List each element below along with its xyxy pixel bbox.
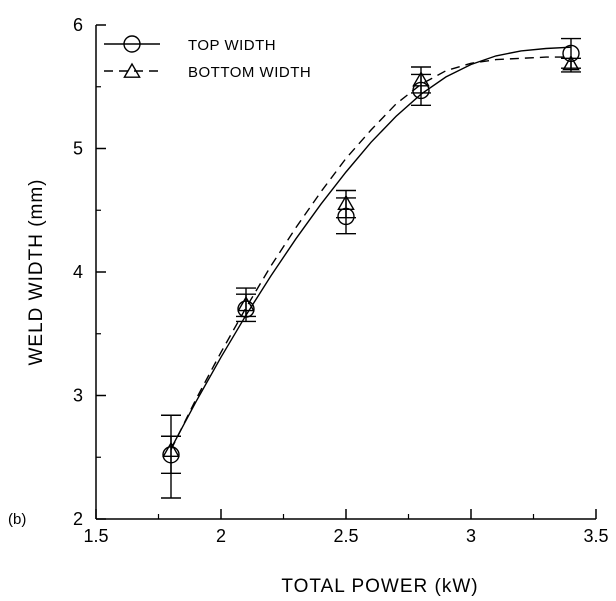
legend-top-width-marker [123,35,141,53]
axes [95,24,597,520]
x-tick-label: 3.5 [583,526,608,546]
y-tick-label: 3 [73,386,83,406]
y-axis-title: WELD WIDTH (mm) [26,178,47,365]
fit-curves [170,46,572,451]
x-tick-label: 2 [216,526,226,546]
panel-label: (b) [8,511,26,528]
bottom-width-point [562,55,580,71]
top-width-point [562,44,580,63]
data-markers [162,44,580,464]
top-width-point [337,207,355,226]
top-width-point [412,81,430,100]
y-tick-label: 6 [73,15,83,35]
bottom-width-point [162,441,180,457]
top-width-point [162,446,180,464]
legend-bottom-width-label: BOTTOM WIDTH [188,64,311,81]
x-tick-label: 3 [466,526,476,546]
bottom-width-point [337,194,355,210]
top-width-point [237,300,255,318]
y-tick-label: 2 [73,509,83,529]
bottom-width-fit-curve [170,56,571,451]
legend: TOP WIDTH BOTTOM WIDTH [104,35,311,81]
x-tick-label: 2.5 [333,526,358,546]
legend-bottom-width-marker [123,62,141,78]
legend-top-width-label: TOP WIDTH [188,37,276,54]
y-tick-label: 5 [73,139,83,159]
error-bars [161,37,581,499]
x-axis-title: TOTAL POWER (kW) [281,576,478,597]
bottom-width-point [412,71,430,87]
x-tick-label: 1.5 [83,526,108,546]
y-tick-label: 4 [73,262,83,282]
bottom-width-point [237,295,255,312]
top-width-fit-curve [170,46,572,449]
